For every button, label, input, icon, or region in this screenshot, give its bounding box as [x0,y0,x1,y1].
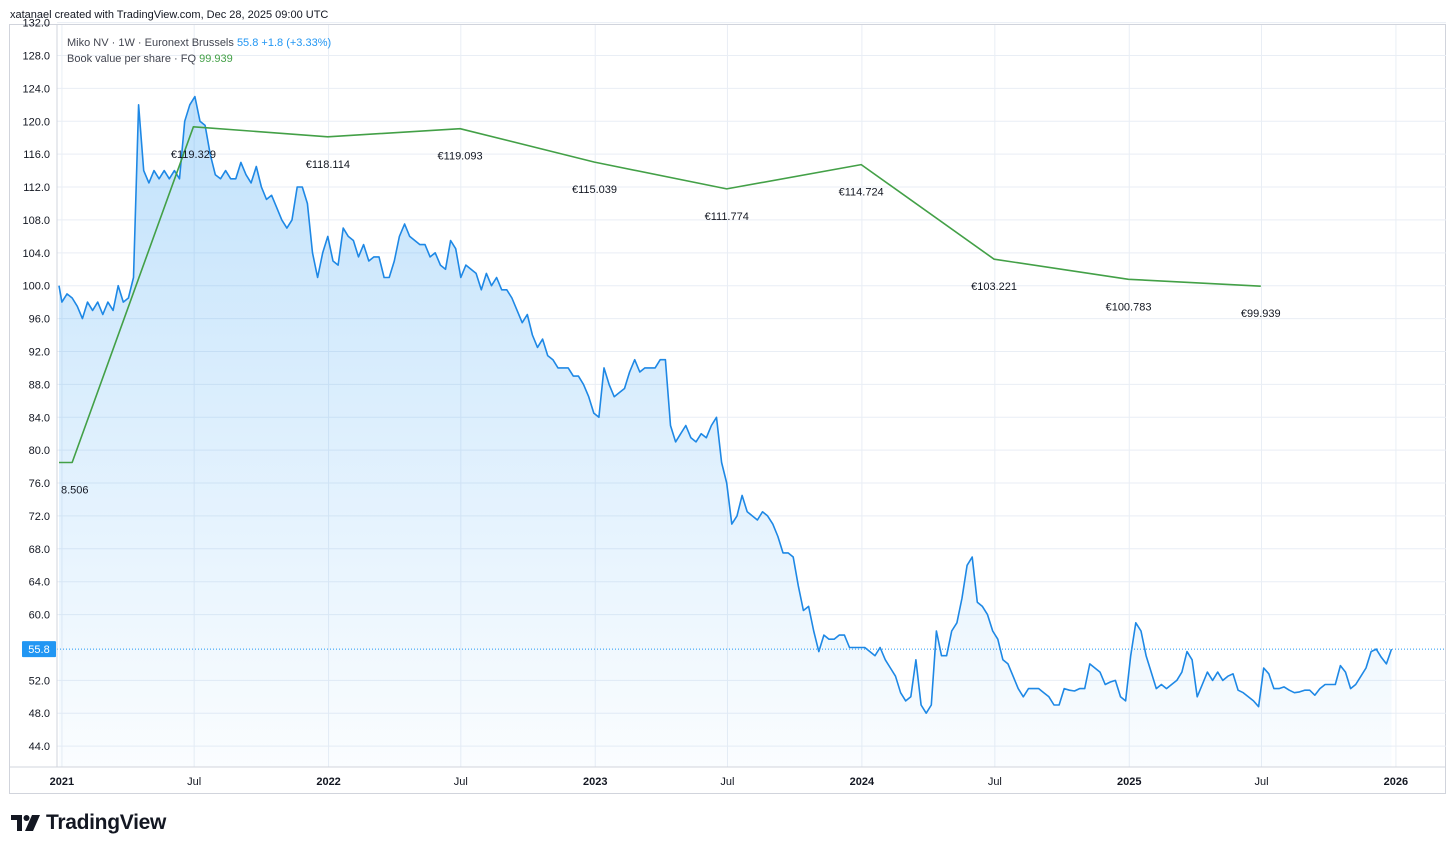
bvps-data-label: €119.329 [171,149,216,161]
bvps-data-label: €118.114 [306,159,350,171]
y-tick-label: 44.0 [29,741,50,753]
bvps-data-label: €114.724 [839,187,884,199]
y-tick-label: 60.0 [29,610,50,622]
y-tick-label: 84.0 [29,412,50,424]
y-tick-label: 80.0 [29,445,50,457]
tradingview-logo[interactable]: TradingView [11,810,166,836]
tradingview-logo-icon [11,815,40,831]
y-tick-label: 68.0 [29,544,50,556]
chart-frame [9,24,1446,794]
chart-series [57,95,1446,768]
y-tick-label: 108.0 [22,215,50,227]
bvps-data-label: 8.506 [61,484,89,496]
legend-symbol: Miko NV · 1W · Euronext Brussels [67,37,234,49]
y-tick-label: 104.0 [22,248,50,260]
y-tick-label: 72.0 [29,511,50,523]
legend-indicator: Book value per share · FQ [67,53,197,65]
chart-caption: xatanael created with TradingView.com, D… [10,9,329,21]
legend-indicator-value: 99.939 [199,53,233,65]
x-tick-label: 2024 [850,776,875,788]
bvps-data-label: €119.093 [438,151,483,163]
x-tick-label: Jul [1254,776,1268,788]
legend-symbol-row[interactable]: Miko NV · 1W · Euronext Brussels 55.8 +1… [67,35,331,51]
x-tick-label: 2021 [50,776,74,788]
bvps-data-label: €111.774 [705,211,749,223]
y-tick-label: 48.0 [29,708,50,720]
last-price-badge-label: 55.8 [28,644,49,656]
y-tick-label: 92.0 [29,346,50,358]
chart-legend: Miko NV · 1W · Euronext Brussels 55.8 +1… [67,35,331,67]
legend-indicator-row[interactable]: Book value per share · FQ 99.939 [67,51,331,67]
chart-labels: 8.506 €119.329 €118.114 €119.093 €115.039 €11… [61,149,1281,497]
tradingview-wordmark: TradingView [46,811,167,834]
bvps-data-label: €115.039 [572,184,617,196]
y-tick-label: 112.0 [23,182,50,194]
bvps-line [58,126,1261,464]
bvps-data-label: €100.783 [1106,301,1152,313]
x-tick-label: Jul [187,776,201,788]
y-tick-label: 64.0 [29,577,50,589]
x-tick-label: Jul [454,776,468,788]
bvps-data-label: €99.939 [1241,308,1281,320]
price-line [58,95,1393,714]
chart-axes: 44.0 48.0 52.0 60.0 64.0 68.0 72.0 76.0 80.0 84.0… [10,18,1446,788]
y-tick-label: 52.0 [29,675,50,687]
y-tick-label: 120.0 [22,116,50,128]
legend-price: 55.8 [236,37,259,49]
x-tick-label: 2022 [316,776,340,788]
x-tick-label: 2023 [583,776,607,788]
y-tick-label: 128.0 [22,50,50,62]
y-tick-label: 96.0 [29,314,50,326]
bvps-data-label: €103.221 [971,281,1017,293]
x-tick-label: 2026 [1384,776,1408,788]
y-tick-label: 132.0 [22,18,50,30]
x-tick-label: 2025 [1117,776,1141,788]
y-tick-label: 124.0 [22,83,50,95]
x-tick-label: Jul [720,776,734,788]
x-tick-label: Jul [988,776,1002,788]
y-tick-label: 88.0 [29,379,50,391]
price-area [59,96,1392,768]
y-tick-label: 76.0 [29,478,50,490]
y-tick-label: 100.0 [22,281,50,293]
y-tick-label: 116.0 [23,149,50,161]
last-price-badge [22,641,56,658]
legend-change: +1.8 (+3.33%) [261,37,332,49]
